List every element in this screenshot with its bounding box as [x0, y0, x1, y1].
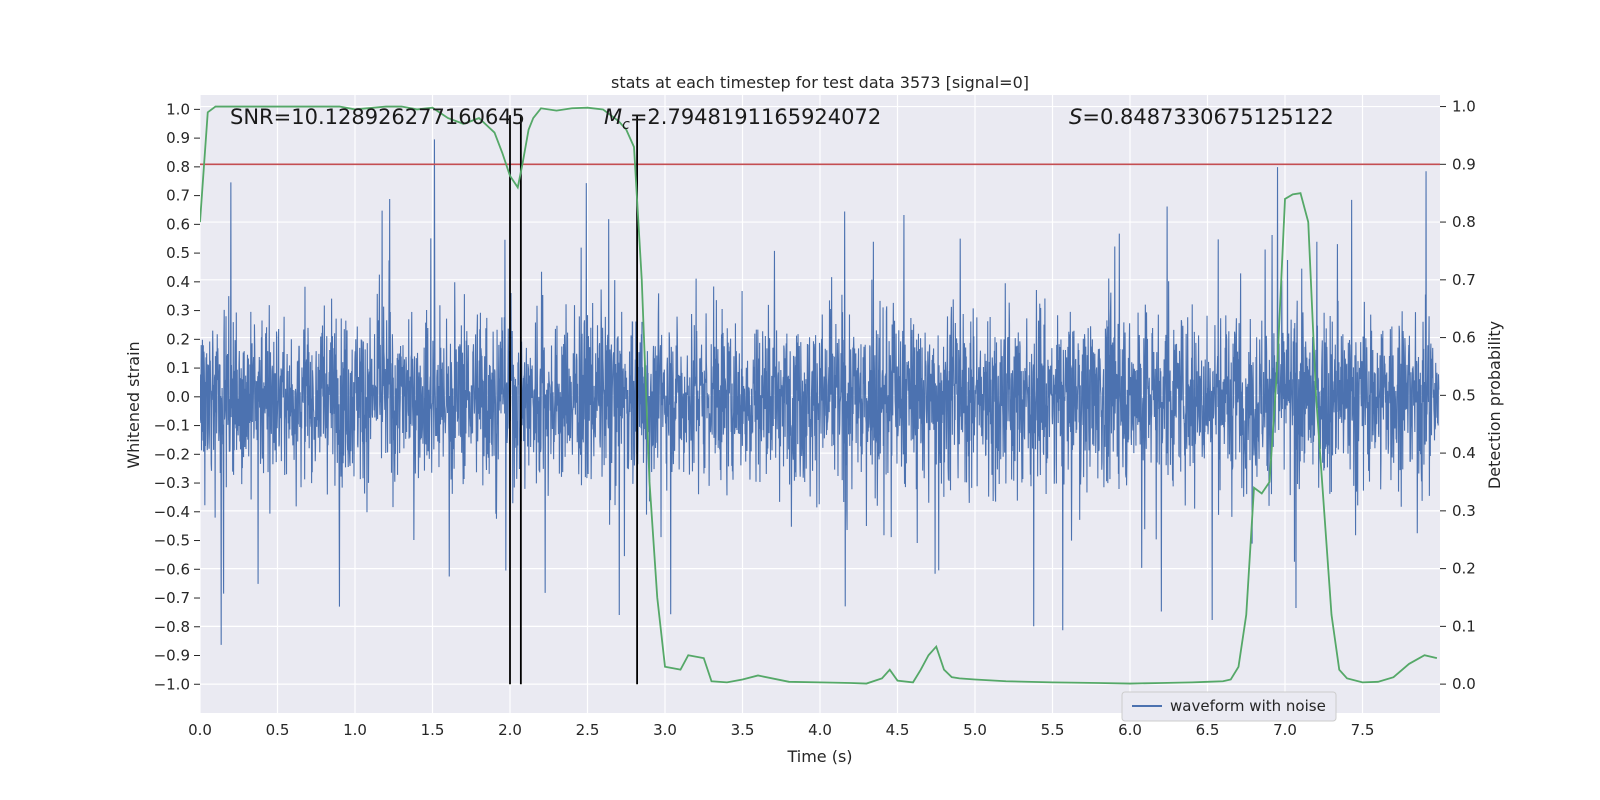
y-axis-right-label: Detection probability	[1485, 321, 1504, 489]
mc-value: =2.7948191165924072	[630, 105, 881, 129]
y-right-tick-label: 0.6	[1452, 329, 1476, 347]
y-left-tick-label: −0.7	[154, 589, 190, 607]
axis-ticks: 0.0 0.5 1.0 1.5 2.0 2.5 3.0 3.5 4.0 4.5 5.0 5.5 6.0 6…	[154, 98, 1476, 739]
x-tick-label: 4.0	[808, 721, 832, 739]
y-right-tick-label: 0.0	[1452, 675, 1476, 693]
y-right-tick-label: 0.9	[1452, 155, 1476, 173]
x-tick-label: 3.0	[653, 721, 677, 739]
s-symbol: S	[1069, 105, 1082, 129]
y-left-tick-label: 0.1	[166, 359, 190, 377]
legend-box	[1121, 691, 1337, 722]
y-left-tick-label: −0.2	[154, 445, 190, 463]
x-tick-label: 5.5	[1041, 721, 1065, 739]
y-left-tick-label: 0.7	[166, 187, 190, 205]
y-left-tick-label: −0.1	[154, 417, 190, 435]
y-left-tick-label: −0.6	[154, 560, 190, 578]
snr-annotation: SNR=10.128926277160645	[230, 105, 525, 129]
y-left-tick-label: −0.5	[154, 532, 190, 550]
y-axis-left-label: Whitened strain	[124, 341, 143, 468]
y-right-tick-label: 0.3	[1452, 502, 1476, 520]
y-right-tick-label: 0.5	[1452, 386, 1476, 404]
y-right-tick-label: 1.0	[1452, 98, 1476, 116]
mc-symbol: M	[604, 105, 622, 129]
x-tick-label: 4.5	[886, 721, 910, 739]
y-left-tick-label: 0.5	[166, 244, 190, 262]
x-axis-label: Time (s)	[786, 747, 852, 766]
x-tick-label: 2.0	[498, 721, 522, 739]
x-tick-label: 6.0	[1118, 721, 1142, 739]
x-tick-label: 1.0	[343, 721, 367, 739]
chart-title: stats at each timestep for test data 357…	[611, 73, 1029, 92]
x-tick-label: 0.5	[266, 721, 290, 739]
y-right-tick-label: 0.4	[1452, 444, 1476, 462]
y-left-tick-label: −0.9	[154, 647, 190, 665]
x-tick-label: 2.5	[576, 721, 600, 739]
y-left-tick-label: 0.4	[166, 273, 190, 291]
y-left-tick-label: 1.0	[166, 100, 190, 118]
y-left-tick-label: 0.8	[166, 158, 190, 176]
x-tick-label: 3.5	[731, 721, 755, 739]
y-left-tick-label: 0.6	[166, 215, 190, 233]
y-left-tick-label: −0.3	[154, 474, 190, 492]
chirp-mass-annotation: Mc=2.7948191165924072	[604, 105, 881, 133]
y-right-tick-label: 0.1	[1452, 617, 1476, 635]
x-tick-label: 1.5	[421, 721, 445, 739]
y-left-tick-label: −1.0	[154, 675, 190, 693]
y-left-tick-label: 0.2	[166, 330, 190, 348]
y-right-tick-label: 0.2	[1452, 560, 1476, 578]
x-tick-label: 0.0	[188, 721, 212, 739]
mc-subscript: c	[622, 117, 630, 133]
s-value: =0.8487330675125122	[1082, 105, 1333, 129]
x-tick-label: 6.5	[1196, 721, 1220, 739]
x-tick-label: 7.5	[1351, 721, 1375, 739]
detection-probability-line	[200, 105, 1438, 685]
y-left-tick-label: −0.8	[154, 618, 190, 636]
legend-entry-waveform: waveform with noise	[1170, 697, 1326, 715]
x-tick-label: 5.0	[963, 721, 987, 739]
y-left-tick-label: −0.4	[154, 503, 190, 521]
s-annotation: S=0.8487330675125122	[1069, 105, 1334, 129]
y-right-tick-label: 0.7	[1452, 271, 1476, 289]
waveform-line	[200, 139, 1440, 645]
detection-probability-layer	[200, 105, 1438, 685]
y-right-tick-label: 0.8	[1452, 213, 1476, 231]
y-left-tick-label: 0.0	[166, 388, 190, 406]
y-left-tick-label: 0.9	[166, 129, 190, 147]
waveform-layer	[200, 139, 1440, 645]
x-tick-label: 7.0	[1273, 721, 1297, 739]
y-left-tick-label: 0.3	[166, 302, 190, 320]
legend: waveform with noise	[1121, 691, 1337, 722]
